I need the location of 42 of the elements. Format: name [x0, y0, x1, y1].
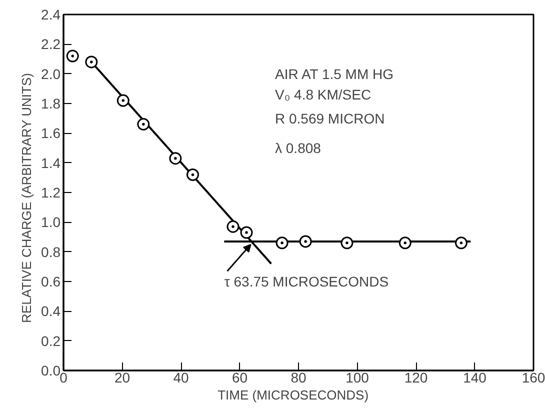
point	[340, 236, 354, 250]
point	[85, 56, 98, 68]
point	[186, 168, 199, 181]
point	[276, 236, 288, 250]
x-tick-label: 100	[346, 370, 370, 386]
y-tick-label: 1.0	[41, 214, 61, 230]
x-tick-label: 120	[404, 370, 428, 386]
point	[240, 226, 253, 239]
y-tick-label: 0.8	[41, 244, 61, 260]
annotation: λ 0.808	[275, 140, 322, 156]
y-tick-label: 1.6	[41, 125, 61, 142]
x-tick-label: 0	[60, 370, 68, 386]
annotation: R 0.569 MICRON	[275, 110, 385, 126]
point	[226, 220, 240, 233]
y-tick-label: 2.0	[41, 66, 61, 82]
x-tick-label: 60	[232, 370, 248, 386]
point	[116, 94, 130, 107]
annotation: V₀ 4.8 KM/SEC	[275, 86, 372, 103]
annotation: τ 63.75 MICROSECONDS	[224, 274, 389, 290]
y-tick-label: 0.4	[41, 303, 61, 320]
x-tick-label: 80	[290, 370, 306, 386]
x-tick-label: 20	[114, 370, 130, 386]
y-tick-label: 0.6	[41, 274, 61, 290]
y-tick-label: 2.4	[41, 6, 61, 22]
y-tick-label: 0.2	[41, 332, 61, 349]
x-tick-label: 40	[173, 370, 189, 386]
y-tick-label: 1.8	[41, 96, 61, 112]
point	[66, 50, 79, 62]
y-tick-label: 0.0	[41, 362, 61, 378]
y-tick-label: 2.2	[41, 36, 61, 52]
y-tick-label: 1.4	[41, 154, 61, 171]
point	[299, 235, 312, 248]
y-axis-title: RELATIVE CHARGE (ARBITRARY UNITS)	[19, 73, 34, 323]
x-tick-label: 140	[463, 370, 487, 386]
point	[398, 236, 412, 250]
x-tick-label: 160	[522, 370, 545, 386]
y-tick-label: 1.2	[41, 184, 61, 200]
x-axis-title: TIME (MICROSECONDS)	[218, 388, 369, 402]
point	[137, 118, 150, 131]
point	[169, 152, 182, 165]
annotation: AIR AT 1.5 MM HG	[275, 66, 394, 82]
point	[454, 236, 468, 250]
